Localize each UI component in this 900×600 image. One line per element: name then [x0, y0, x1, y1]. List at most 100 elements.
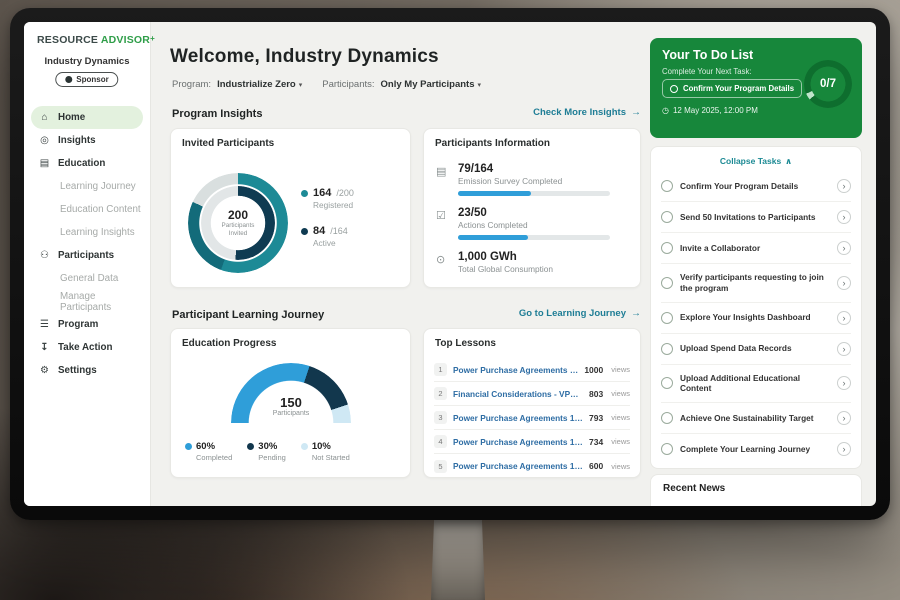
legend-label: Not Started — [311, 453, 350, 462]
task-chevron-icon[interactable]: › — [837, 376, 851, 391]
section-title-learning-journey: Participant Learning Journey — [172, 309, 325, 321]
lesson-views-label: views — [611, 365, 630, 374]
sidebar-item[interactable]: Learning Journey — [24, 175, 150, 198]
lesson-link[interactable]: Power Purchase Agreements 101 — [453, 412, 584, 423]
legend-dot — [301, 227, 308, 235]
todo-task-row[interactable]: Complete Your Learning Journey › — [661, 434, 851, 464]
sidebar-item[interactable]: General Data — [24, 267, 150, 290]
task-checkbox[interactable] — [661, 412, 673, 425]
participants-select[interactable]: Only My Participants ▾ — [381, 79, 482, 90]
sidebar-item-label: Insights — [58, 135, 96, 146]
recent-news-title: Recent News — [663, 483, 726, 494]
task-chevron-icon[interactable]: › — [837, 179, 851, 193]
participants-filter-label: Participants: — [322, 79, 375, 90]
task-checkbox[interactable] — [661, 180, 673, 192]
task-chevron-icon[interactable]: › — [837, 210, 851, 224]
lessons-list: 1 Power Purchase Agreements 101 1000 vie… — [434, 358, 630, 478]
sidebar-item[interactable]: ☰ Program — [24, 313, 150, 336]
invited-legend: 164 /200 Registered 84 /164 Active — [301, 187, 354, 263]
lesson-views-count: 734 — [589, 436, 604, 447]
todo-task-row[interactable]: Send 50 Invitations to Participants › — [661, 202, 851, 233]
todo-task-row[interactable]: Invite a Collaborator › — [661, 233, 851, 264]
go-to-learning-journey-link[interactable]: Go to Learning Journey → — [519, 308, 641, 319]
lesson-link[interactable]: Power Purchase Agreements 103 — [453, 461, 584, 471]
collapse-tasks-link[interactable]: Collapse Tasks ∧ — [661, 149, 851, 171]
gauge-value: 150 — [280, 395, 302, 410]
task-checkbox[interactable] — [661, 311, 673, 324]
todo-task-row[interactable]: Confirm Your Program Details › — [661, 171, 851, 202]
legend-percent: 60% — [196, 441, 216, 452]
brand-plus: + — [150, 34, 155, 43]
lesson-views-label: views — [611, 389, 630, 398]
sidebar-item[interactable]: Learning Insights — [24, 221, 150, 244]
sidebar-item[interactable]: ▤ Education — [24, 152, 150, 175]
chevron-down-icon: ▾ — [298, 81, 303, 89]
lesson-rank: 5 — [434, 459, 447, 473]
sponsor-icon — [65, 76, 73, 83]
task-label: Verify participants requesting to join t… — [680, 272, 824, 293]
sidebar-item[interactable]: ↧ Take Action — [24, 336, 150, 359]
lesson-link[interactable]: Power Purchase Agreements 101 — [453, 364, 579, 375]
lesson-views-label: views — [611, 461, 630, 471]
sidebar-item[interactable]: ⌂ Home — [31, 106, 143, 129]
education-gauge-chart — [231, 363, 351, 425]
sidebar-item-label: Settings — [58, 365, 97, 376]
chevron-down-icon: ▾ — [477, 81, 482, 89]
task-checkbox — [670, 84, 678, 93]
stat-icon: ☑ — [436, 210, 446, 222]
task-checkbox[interactable] — [661, 342, 673, 355]
sidebar-item-label: Home — [58, 112, 86, 123]
lesson-views-label: views — [611, 437, 630, 446]
check-more-insights-link[interactable]: Check More Insights → — [533, 107, 641, 118]
todo-task-row[interactable]: Upload Spend Data Records › — [661, 334, 851, 365]
legend-item: 10% Not Started — [300, 441, 350, 462]
program-select[interactable]: Industrialize Zero ▾ — [217, 79, 302, 90]
stat-label: Emission Survey Completed — [458, 176, 563, 186]
todo-task-row[interactable]: Upload Additional Educational Content › — [661, 365, 851, 404]
task-chevron-icon[interactable]: › — [837, 442, 851, 457]
sidebar-item[interactable]: Manage Participants — [24, 290, 150, 313]
sidebar-item[interactable]: ⚇ Participants — [24, 244, 150, 267]
task-chevron-icon[interactable]: › — [837, 310, 851, 325]
task-checkbox[interactable] — [661, 242, 673, 254]
task-checkbox[interactable] — [661, 443, 673, 456]
task-chevron-icon[interactable]: › — [837, 341, 851, 356]
donut-center: 200 Participants Invited — [214, 199, 262, 247]
sidebar-item[interactable]: ◎ Insights — [24, 129, 150, 152]
lesson-link[interactable]: Financial Considerations - VPPAs — [453, 388, 584, 399]
sidebar-item[interactable]: ⚙ Settings — [24, 359, 150, 382]
legend-label: Registered — [313, 200, 354, 210]
next-task-pill[interactable]: Confirm Your Program Details — [662, 79, 803, 98]
sidebar-item-label: Manage Participants — [60, 290, 112, 313]
education-legend: 60% Completed 30% Pending — [185, 441, 404, 462]
card-title: Invited Participants — [182, 138, 275, 149]
sidebar-item[interactable]: Education Content — [24, 198, 150, 221]
todo-task-row[interactable]: Achieve One Sustainability Target › — [661, 403, 851, 435]
stat-value: 79/164 — [458, 163, 494, 175]
sponsor-badge[interactable]: Sponsor — [55, 72, 119, 87]
sidebar-item-label: Program — [58, 319, 99, 330]
todo-tasks-card: Collapse Tasks ∧ Confirm Your Program De… — [650, 146, 862, 470]
task-chevron-icon[interactable]: › — [837, 241, 851, 255]
task-chevron-icon[interactable]: › — [837, 411, 851, 426]
sidebar-item-label: Learning Insights — [60, 227, 135, 238]
lesson-views-label: views — [611, 413, 630, 422]
task-chevron-icon[interactable]: › — [837, 275, 851, 290]
todo-task-row[interactable]: Verify participants requesting to join t… — [661, 264, 851, 303]
info-stat: ▤ 79/164 Emission Survey Completed — [424, 157, 640, 201]
legend-label: Completed — [196, 453, 233, 462]
program-filter-label: Program: — [172, 79, 212, 90]
lesson-views-count: 793 — [589, 412, 604, 423]
lesson-rank: 2 — [434, 387, 447, 400]
task-checkbox[interactable] — [661, 377, 673, 390]
task-checkbox[interactable] — [661, 276, 673, 289]
gauge-center: 150 Participants — [231, 395, 351, 417]
next-task-label: Confirm Your Program Details — [683, 84, 795, 93]
task-checkbox[interactable] — [661, 211, 673, 223]
lesson-link[interactable]: Power Purchase Agreements 102 — [453, 436, 584, 447]
legend-label: Active — [313, 238, 336, 248]
collapse-label: Collapse Tasks — [719, 156, 782, 166]
todo-task-row[interactable]: Explore Your Insights Dashboard › — [661, 303, 851, 334]
legend-value: 164 — [313, 187, 332, 199]
